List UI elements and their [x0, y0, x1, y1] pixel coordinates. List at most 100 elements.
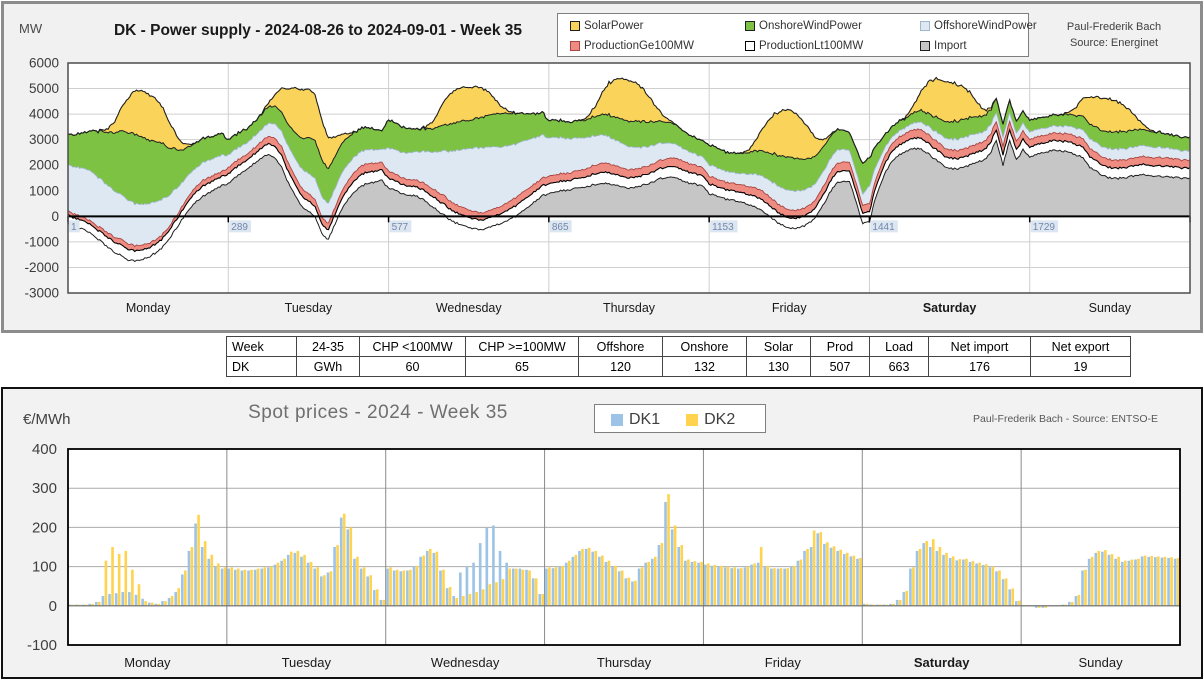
- legend-item-DK2: DK2: [686, 411, 735, 429]
- power-supply-chart: -3000 -2000 -1000 0 1000 2000 3000 4000 5000 6000…: [24, 56, 1191, 315]
- table-header-cell: Net import: [928, 336, 1031, 357]
- top-day-label-Monday: Monday: [126, 301, 171, 315]
- top-day-label-Sunday: Sunday: [1089, 301, 1132, 315]
- legend-item-OnshoreWindPower: OnshoreWindPower: [745, 20, 920, 32]
- hour-tick-label: 289: [231, 222, 248, 233]
- bottom-day-label-Wednesday: Wednesday: [431, 655, 500, 670]
- OnshoreWindPower-swatch-icon: [745, 21, 755, 31]
- table-row: DK GWh 60 65 120 132 130 507 663 176 19: [226, 356, 1131, 377]
- table-header-cell: Net export: [1030, 336, 1131, 357]
- legend-label: DK1: [629, 411, 661, 428]
- bottom-day-label-Sunday: Sunday: [1079, 655, 1124, 670]
- table-cell: 176: [928, 356, 1031, 377]
- table-cell: 507: [810, 356, 870, 377]
- Import-swatch-icon: [920, 41, 930, 51]
- table-cell: 65: [465, 356, 579, 377]
- legend-label: OffshoreWindPower: [934, 20, 1037, 32]
- bottom-day-label-Monday: Monday: [124, 655, 171, 670]
- hour-tick-label: 1: [71, 222, 77, 233]
- svg-text:300: 300: [32, 480, 57, 497]
- svg-text:-100: -100: [27, 637, 57, 654]
- table-cell: 663: [869, 356, 929, 377]
- SolarPower-swatch-icon: [570, 21, 580, 31]
- bottom-day-label-Saturday: Saturday: [914, 655, 970, 670]
- svg-text:4000: 4000: [29, 107, 59, 122]
- DK2-swatch-icon: [686, 414, 699, 426]
- legend-label: SolarPower: [584, 20, 644, 32]
- svg-text:3000: 3000: [29, 132, 59, 147]
- table-header-cell: Solar: [746, 336, 811, 357]
- table-cell: 19: [1030, 356, 1131, 377]
- svg-text:6000: 6000: [29, 56, 59, 71]
- stacked-area-layer-SolarPower: [68, 77, 1190, 169]
- top-day-label-Saturday: Saturday: [923, 301, 977, 315]
- bottom-day-label-Tuesday: Tuesday: [282, 655, 332, 670]
- legend-item-DK1: DK1: [611, 411, 660, 429]
- hour-tick-label: 865: [552, 222, 569, 233]
- svg-text:2000: 2000: [29, 158, 59, 173]
- svg-text:1000: 1000: [29, 183, 59, 198]
- stacked-area-layer-Import: [68, 140, 1190, 262]
- bar-series-DK1: [68, 501, 1177, 608]
- weekly-summary-table: Week 24-35 CHP <100MW CHP >=100MW Offshore On…: [226, 336, 1131, 377]
- legend-item-SolarPower: SolarPower: [570, 20, 745, 32]
- svg-text:-2000: -2000: [24, 260, 59, 275]
- table-header-cell: Prod: [810, 336, 870, 357]
- legend-label: OnshoreWindPower: [759, 20, 862, 32]
- bottom-unit-label: €/MWh: [23, 411, 71, 428]
- hour-tick-label: 577: [392, 222, 409, 233]
- svg-text:0: 0: [51, 209, 59, 224]
- bottom-chart-legend: DK1 DK2: [594, 404, 766, 433]
- table-header-cell: Week: [226, 336, 297, 357]
- ProductionLt100MW-swatch-icon: [745, 41, 755, 51]
- hour-tick-label: 1729: [1033, 222, 1056, 233]
- table-header-cell: Onshore: [662, 336, 747, 357]
- hour-tick-label: 1153: [712, 222, 734, 233]
- table-cell: 132: [662, 356, 747, 377]
- table-cell: 120: [578, 356, 663, 377]
- legend-label: Import: [934, 40, 967, 52]
- top-unit-label: MW: [19, 21, 43, 36]
- ProductionGe100MW-swatch-icon: [570, 41, 580, 51]
- table-cell: GWh: [296, 356, 360, 377]
- DK1-swatch-icon: [611, 414, 623, 426]
- table-header-cell: Load: [869, 336, 929, 357]
- svg-text:400: 400: [32, 441, 57, 458]
- svg-text:0: 0: [49, 598, 57, 615]
- top-chart-title: DK - Power supply - 2024-08-26 to 2024-0…: [113, 22, 523, 39]
- table-header-cell: 24-35: [296, 336, 360, 357]
- top-attribution: Paul-Frederik Bach Source: Energinet: [1033, 20, 1195, 52]
- table-header-cell: Offshore: [578, 336, 663, 357]
- table-cell: 130: [746, 356, 811, 377]
- bottom-day-label-Thursday: Thursday: [597, 655, 652, 670]
- table-cell: DK: [226, 356, 297, 377]
- top-day-label-Wednesday: Wednesday: [436, 301, 503, 315]
- hour-tick-label: 1441: [872, 222, 895, 233]
- top-attribution-source: Source: Energinet: [1069, 36, 1159, 49]
- bottom-chart-title: Spot prices - 2024 - Week 35: [248, 402, 508, 423]
- bar-series-DK2: [71, 494, 1180, 608]
- bottom-day-label-Friday: Friday: [765, 655, 802, 670]
- table-header-cell: CHP <100MW: [359, 336, 466, 357]
- bottom-attribution: Paul-Frederik Bach - Source: ENTSO-E: [973, 413, 1158, 425]
- stacked-area-layer-OnshoreWindPower: [68, 98, 1190, 205]
- OffshoreWindPower-swatch-icon: [920, 21, 930, 31]
- top-day-label-Tuesday: Tuesday: [285, 301, 333, 315]
- svg-text:-3000: -3000: [24, 286, 59, 301]
- spot-prices-chart: -100 0 100 200 300 400 Monday Tuesday Wednesday T…: [27, 441, 1181, 670]
- table-header-cell: CHP >=100MW: [465, 336, 579, 357]
- legend-label: ProductionLt100MW: [759, 40, 864, 52]
- spot-prices-panel: €/MWh Spot prices - 2024 - Week 35 DK1 DK…: [1, 387, 1203, 679]
- table-cell: 60: [359, 356, 466, 377]
- svg-text:5000: 5000: [29, 81, 59, 96]
- legend-item-ProductionGe100MW: ProductionGe100MW: [570, 40, 745, 52]
- svg-text:-1000: -1000: [24, 234, 59, 249]
- top-day-label-Friday: Friday: [772, 301, 807, 315]
- legend-item-OffshoreWindPower: OffshoreWindPower: [920, 20, 1038, 32]
- top-chart-legend: SolarPower OnshoreWindPower OffshoreWindPo…: [557, 13, 1037, 57]
- legend-item-Import: Import: [920, 40, 1038, 52]
- svg-text:200: 200: [32, 519, 57, 536]
- legend-item-ProductionLt100MW: ProductionLt100MW: [745, 40, 920, 52]
- table-header-row: Week 24-35 CHP <100MW CHP >=100MW Offshore On…: [226, 336, 1131, 357]
